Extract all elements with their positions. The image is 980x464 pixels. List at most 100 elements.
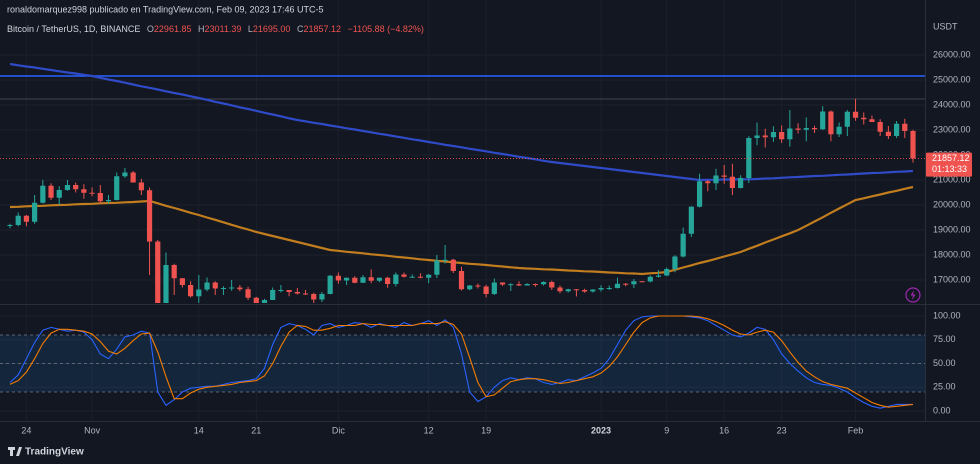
candle-body bbox=[294, 292, 300, 294]
x-tick-label: Feb bbox=[848, 425, 864, 435]
y-tick-label: 18000.00 bbox=[933, 249, 971, 259]
candle-body bbox=[491, 282, 497, 294]
candle-body bbox=[467, 285, 473, 290]
last-price-label: 21857.12 bbox=[932, 153, 970, 163]
candle-body bbox=[844, 111, 850, 127]
candle-body bbox=[746, 138, 752, 178]
candle-body bbox=[655, 275, 662, 277]
candle-body bbox=[910, 130, 916, 159]
candle-body bbox=[787, 128, 793, 140]
candle-body bbox=[705, 181, 711, 184]
candle-body bbox=[89, 192, 95, 194]
candle-body bbox=[828, 111, 834, 135]
candle-body bbox=[155, 241, 161, 303]
candle-body bbox=[508, 284, 514, 286]
candle-body bbox=[114, 176, 120, 200]
candle-body bbox=[664, 269, 670, 276]
candle-body bbox=[434, 260, 440, 275]
candle-body bbox=[869, 119, 875, 122]
candle-body bbox=[573, 289, 580, 291]
candle-body bbox=[48, 185, 54, 198]
candle-body bbox=[688, 206, 694, 234]
moving-average bbox=[9, 185, 914, 276]
candle-body bbox=[229, 287, 235, 289]
candle-body bbox=[499, 282, 506, 285]
candle-body bbox=[540, 282, 547, 285]
candle-body bbox=[606, 288, 612, 289]
candle-body bbox=[811, 128, 818, 130]
candle-body bbox=[237, 287, 243, 290]
candle-body bbox=[614, 283, 621, 288]
candle-body bbox=[97, 193, 103, 202]
candle-body bbox=[302, 293, 309, 295]
candle-body bbox=[582, 290, 588, 292]
footer-logo: TradingView bbox=[8, 447, 84, 458]
candle-body bbox=[163, 265, 169, 303]
y-tick-label: 26000.00 bbox=[933, 49, 971, 59]
osc-tick-label: 100.00 bbox=[933, 310, 961, 320]
candle-body bbox=[836, 126, 842, 135]
candle-body bbox=[696, 181, 703, 207]
candle-body bbox=[623, 283, 629, 285]
candle-body bbox=[261, 300, 268, 303]
x-tick-label: 14 bbox=[194, 425, 204, 435]
candle-body bbox=[902, 123, 908, 131]
candle-body bbox=[319, 294, 325, 300]
osc-tick-label: 50.00 bbox=[933, 358, 956, 368]
candle-body bbox=[417, 276, 424, 278]
candle-body bbox=[393, 274, 399, 284]
candle-body bbox=[590, 289, 596, 292]
oscillator-line bbox=[9, 315, 914, 408]
oscillator-line bbox=[9, 315, 913, 409]
candle-body bbox=[401, 274, 407, 277]
y-tick-label: 25000.00 bbox=[933, 74, 971, 84]
oscillator-pane bbox=[0, 315, 925, 409]
candle-body bbox=[7, 225, 13, 226]
y-tick-label: 19000.00 bbox=[933, 224, 971, 234]
candle-body bbox=[138, 182, 144, 191]
candle-body bbox=[385, 277, 391, 284]
candle-body bbox=[220, 288, 227, 289]
candle-body bbox=[770, 132, 777, 138]
candle-body bbox=[762, 135, 768, 138]
osc-tick-label: 75.00 bbox=[933, 334, 956, 344]
ohlc-value: 21695.00 bbox=[253, 24, 291, 34]
candle-body bbox=[598, 288, 604, 290]
candle-body bbox=[188, 285, 194, 297]
candle-body bbox=[861, 117, 867, 120]
candle-body bbox=[442, 259, 448, 261]
candle-body bbox=[368, 277, 374, 281]
x-tick-label: 2023 bbox=[591, 425, 611, 435]
candle-body bbox=[885, 131, 891, 136]
y-tick-label: 23000.00 bbox=[933, 124, 971, 134]
x-tick-label: Nov bbox=[84, 425, 101, 435]
candle-body bbox=[253, 297, 259, 303]
candle-body bbox=[204, 282, 210, 290]
candle-body bbox=[376, 277, 383, 281]
candle-body bbox=[122, 172, 128, 177]
last-price-box bbox=[926, 152, 972, 177]
candle-body bbox=[729, 176, 735, 188]
candle-body bbox=[458, 271, 465, 290]
candle-body bbox=[130, 172, 136, 183]
candle-body bbox=[680, 233, 686, 257]
candle-body bbox=[820, 111, 826, 130]
unit-label: USDT bbox=[933, 21, 958, 31]
moving-average bbox=[9, 62, 914, 182]
candle-body bbox=[105, 200, 112, 202]
osc-tick-label: 0.00 bbox=[933, 405, 951, 415]
candle-body bbox=[212, 282, 218, 289]
candle-body bbox=[56, 190, 62, 198]
candle-body bbox=[196, 289, 202, 297]
x-tick-label: 9 bbox=[664, 425, 669, 435]
candle-body bbox=[713, 175, 719, 184]
candle-body bbox=[557, 287, 563, 292]
candle-body bbox=[647, 276, 653, 282]
candle-body bbox=[278, 290, 284, 291]
candle-body bbox=[426, 274, 432, 278]
axes: 24 Nov 14 21 Dic 12 19 2023 9 16 23 Feb 17000.00 1800… bbox=[21, 49, 972, 435]
countdown-label: 01:13:33 bbox=[932, 164, 967, 174]
alert-icon[interactable] bbox=[905, 287, 921, 303]
